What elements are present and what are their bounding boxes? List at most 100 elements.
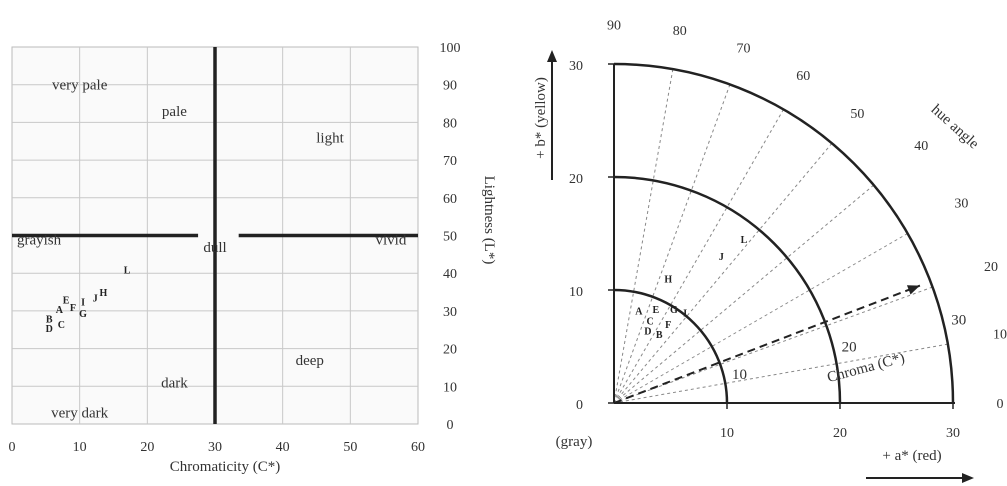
left-y-tick-label: 50	[443, 230, 457, 245]
hue-angle-tick-label: 70	[736, 41, 750, 56]
data-point-label: H	[664, 275, 672, 286]
left-y-axis-label: Lightness (L*)	[481, 176, 497, 265]
region-label: deep	[296, 353, 324, 369]
data-point-label: E	[652, 305, 659, 316]
hue-line	[613, 109, 784, 404]
chroma-circle	[613, 62, 955, 404]
left-region-labels: very pale pale light grayish dull vivid deep da…	[17, 78, 407, 422]
data-point-label: D	[644, 327, 651, 338]
data-point-label: L	[741, 235, 748, 246]
left-y-tick-label: 60	[443, 192, 457, 207]
left-x-tick-label: 60	[411, 440, 425, 455]
hue-angle-tick-label: 30	[954, 196, 968, 211]
region-label: dark	[161, 376, 188, 392]
left-x-tick-label: 50	[343, 440, 357, 455]
b-yellow-axis-label: + b* (yellow)	[533, 77, 549, 159]
right-axes: 10 20 30 0 10 20 30	[547, 50, 974, 483]
hue-lines	[613, 69, 948, 404]
data-point-label: H	[99, 288, 107, 299]
hue-chroma-chart: 10 20 30 10 20 30 0 10 20 30 L J H A E G I C F D B 90 80 70 6…	[533, 18, 1007, 483]
hue-angle-tick-label: 10	[993, 327, 1007, 342]
hue-line	[613, 233, 908, 404]
a-axis-tick-label: 20	[833, 426, 847, 441]
left-y-tick-label: 30	[443, 305, 457, 320]
left-x-tick-label: 30	[208, 440, 222, 455]
hue-angle-tick-label: 20	[984, 260, 998, 275]
left-y-tick-label: 70	[443, 154, 457, 169]
chroma-arrow-line	[613, 284, 921, 404]
data-point-label: F	[665, 320, 671, 331]
data-point-label: G	[670, 305, 678, 316]
region-label: grayish	[17, 232, 62, 248]
region-label: light	[316, 130, 344, 146]
chroma-circle-label: 20	[842, 340, 857, 356]
hue-line	[613, 286, 933, 404]
chroma-circle-label: 10	[732, 367, 747, 383]
left-x-tick-label: 40	[276, 440, 290, 455]
region-label: vivid	[376, 232, 407, 248]
hue-line	[613, 69, 674, 404]
data-point-label: J	[719, 252, 724, 263]
b-axis-tick-label: 30	[569, 59, 583, 74]
hue-angle-label: hue angle	[928, 102, 982, 153]
region-label: very dark	[51, 406, 109, 422]
chroma-axis-label: Chroma (C*)	[825, 350, 906, 386]
left-y-tick-label: 20	[443, 343, 457, 358]
a-direction-arrow-head	[962, 473, 974, 483]
left-x-tick-label: 20	[140, 440, 154, 455]
data-point-label: I	[683, 309, 687, 320]
data-point-label: A	[635, 306, 643, 317]
data-point-label: J	[93, 294, 98, 305]
data-point-label: L	[124, 265, 131, 276]
left-x-tick-label: 0	[9, 440, 16, 455]
hue-line	[613, 84, 731, 404]
origin-gray-label: (gray)	[556, 434, 593, 450]
hue-angle-tick-label: 40	[914, 139, 928, 154]
chroma-circles: 10 20 30	[613, 62, 966, 404]
hue-angle-tick-label: 50	[850, 107, 864, 122]
data-point-label: G	[79, 309, 87, 320]
hue-angle-tick-label: 60	[796, 69, 810, 84]
hue-line	[613, 142, 833, 404]
left-x-axis-label: Chromaticity (C*)	[170, 459, 280, 475]
data-point-label: C	[58, 320, 65, 331]
b-direction-arrow-head	[547, 50, 557, 62]
left-x-tick-label: 10	[73, 440, 87, 455]
b-axis-tick-label: 20	[569, 172, 583, 187]
data-point-label: B	[656, 330, 663, 341]
data-point-label: A	[56, 305, 64, 316]
region-label: dull	[203, 240, 226, 256]
lightness-chroma-chart: 0 10 20 30 40 50 60 0 10 20 30 40 50 60 70 80 90 100 very…	[9, 41, 498, 475]
data-point-label: E	[63, 296, 70, 307]
left-y-tick-label: 10	[443, 380, 457, 395]
region-label: pale	[162, 104, 187, 120]
hue-angle-tick-labels: 90 80 70 60 50 40 30 20 10 0	[607, 18, 1007, 412]
hue-angle-tick-label: 0	[997, 397, 1004, 412]
hue-line	[613, 184, 875, 404]
left-y-tick-label: 0	[447, 418, 454, 433]
chroma-circle	[613, 288, 729, 404]
left-data-points: L HJ E I A FG BCD	[46, 265, 131, 334]
left-axes: 0 10 20 30 40 50 60 0 10 20 30 40 50 60 70 80 90 100	[9, 41, 461, 455]
hue-angle-tick-label: 80	[673, 24, 687, 39]
a-red-axis-label: + a* (red)	[882, 448, 941, 464]
data-point-label: B	[46, 314, 53, 325]
left-y-tick-label: 90	[443, 79, 457, 94]
chroma-arrow-head	[906, 285, 920, 295]
left-y-tick-label: 40	[443, 267, 457, 282]
hue-line	[613, 343, 948, 404]
data-point-label: F	[70, 303, 76, 314]
hue-angle-tick-label: 90	[607, 18, 621, 33]
chroma-circle	[613, 175, 842, 404]
data-point-label: I	[81, 297, 85, 308]
b-axis-tick-label: 10	[569, 285, 583, 300]
a-axis-tick-label: 30	[946, 426, 960, 441]
left-y-tick-label: 80	[443, 116, 457, 131]
chroma-circle-label: 30	[951, 312, 966, 328]
region-label: very pale	[52, 78, 108, 94]
a-axis-tick-label: 10	[720, 426, 734, 441]
right-data-points: L J H A E G I C F D B	[635, 235, 747, 341]
left-y-tick-label: 100	[440, 41, 461, 56]
b-axis-tick-label: 0	[576, 398, 583, 413]
